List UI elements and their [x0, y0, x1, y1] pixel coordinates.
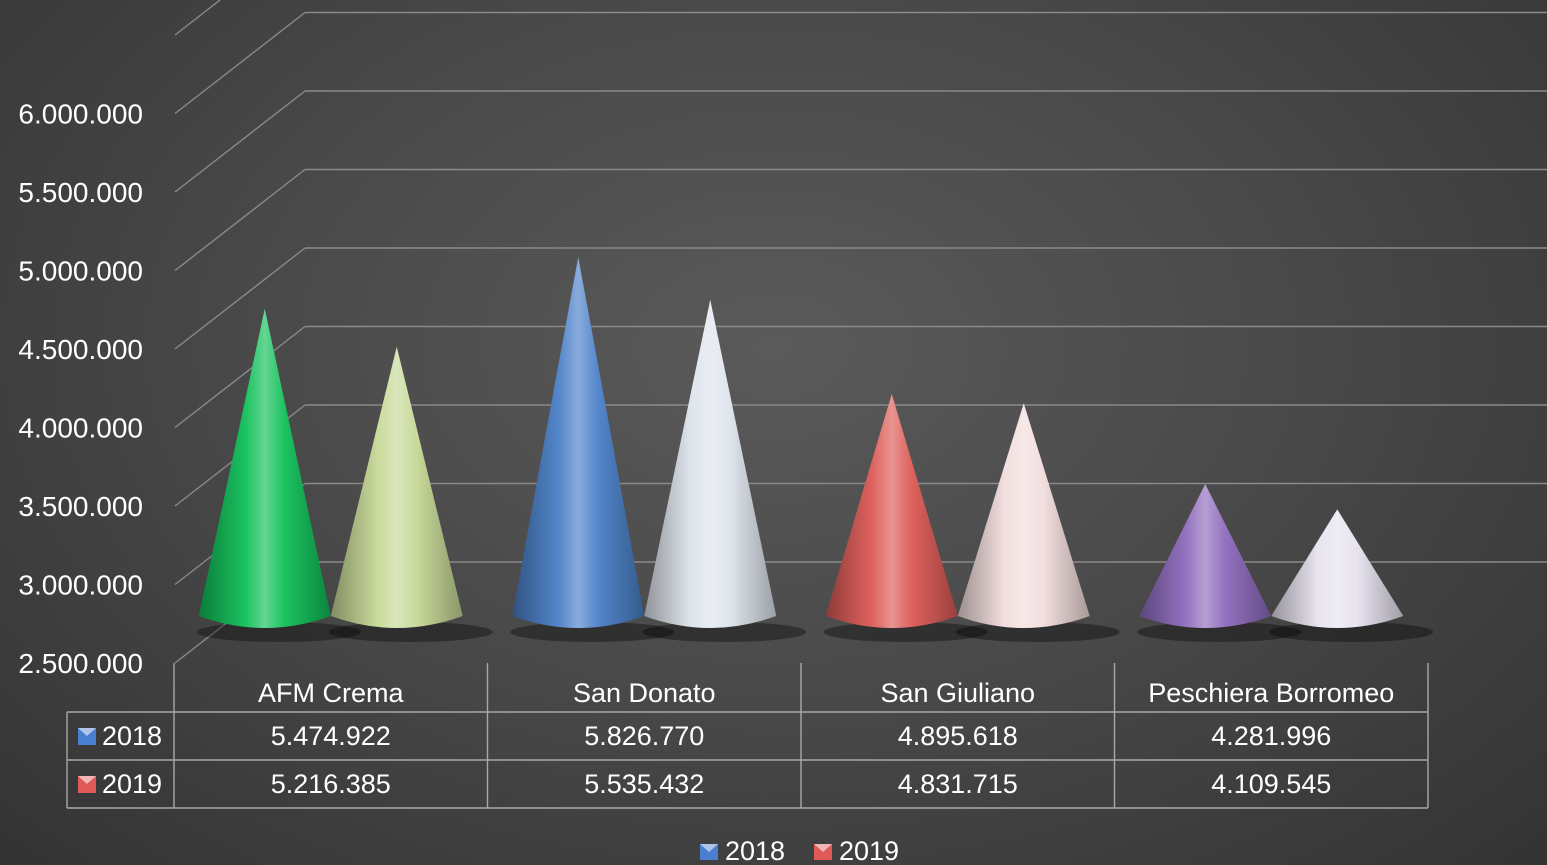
y-tick-label: 6.000.000	[18, 99, 143, 130]
cone-series	[196, 256, 1434, 642]
series-swatch-highlight	[78, 776, 96, 784]
category-label: San Giuliano	[880, 678, 1035, 708]
gridlines	[174, 0, 1547, 664]
series-swatch-highlight	[78, 728, 96, 736]
data-value-label: 4.895.618	[898, 721, 1018, 751]
cone-shadow	[642, 622, 807, 642]
gridline-wall	[174, 0, 222, 36]
y-axis: 2.500.000 3.000.000 3.500.000 4.000.000 4.50…	[18, 99, 143, 680]
legend-swatch-highlight	[814, 844, 832, 852]
series-swatch	[78, 728, 96, 745]
cone-shadow	[955, 622, 1120, 642]
gridline-wall	[174, 168, 306, 272]
series-row-label: 2019	[102, 769, 162, 799]
category-label: AFM Crema	[258, 678, 404, 708]
cone-2019-3	[957, 403, 1090, 628]
gridline-wall	[174, 247, 306, 350]
cone-shadow	[1137, 622, 1302, 642]
data-value-label: 5.535.432	[584, 769, 704, 799]
gridline-wall	[174, 90, 306, 193]
cone-2019-2	[644, 299, 777, 628]
series-row-label: 2018	[102, 721, 162, 751]
legend-label: 2018	[725, 836, 785, 865]
y-tick-label: 4.500.000	[18, 334, 143, 365]
data-value-label: 5.474.922	[271, 721, 391, 751]
cone-shadow	[1269, 622, 1434, 642]
data-value-label: 4.831.715	[898, 769, 1018, 799]
y-tick-label: 5.000.000	[18, 256, 143, 287]
cone-2018-4	[1139, 484, 1272, 628]
y-tick-label: 3.000.000	[18, 570, 143, 601]
data-value-label: 5.216.385	[271, 769, 391, 799]
cone-shadow	[196, 622, 361, 642]
data-value-label: 4.281.996	[1211, 721, 1331, 751]
cone-2019-4	[1271, 509, 1404, 628]
data-value-label: 4.109.545	[1211, 769, 1331, 799]
cone-2019-1	[330, 346, 463, 628]
legend-label: 2019	[839, 836, 899, 865]
series-swatch	[78, 776, 96, 793]
category-label: Peschiera Borromeo	[1148, 678, 1394, 708]
cone-shadow	[510, 622, 675, 642]
cone-2018-2	[512, 256, 645, 628]
legend: 2018 2019	[700, 836, 899, 865]
cone-2018-3	[825, 393, 958, 628]
cone-shadow	[823, 622, 988, 642]
legend-swatch-highlight	[700, 844, 718, 852]
category-label: San Donato	[573, 678, 716, 708]
gridline-wall	[174, 325, 306, 429]
y-tick-label: 3.500.000	[18, 491, 143, 522]
y-tick-label: 2.500.000	[18, 648, 143, 679]
y-tick-label: 5.500.000	[18, 177, 143, 208]
cone-shadow	[328, 622, 493, 642]
data-table: AFM Crema San Donato San Giuliano Peschiera…	[66, 663, 1429, 809]
data-value-label: 5.826.770	[584, 721, 704, 751]
cone-2018-1	[198, 308, 331, 628]
gridline-wall	[174, 11, 306, 115]
y-tick-label: 4.000.000	[18, 413, 143, 444]
